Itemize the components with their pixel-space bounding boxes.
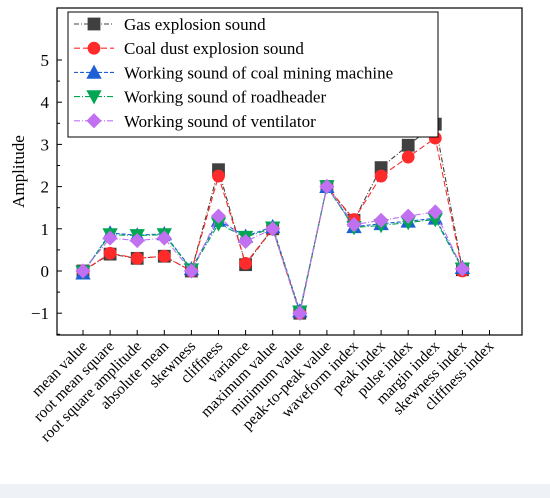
legend-item: Gas explosion sound xyxy=(74,15,266,34)
legend-label: Working sound of ventilator xyxy=(124,112,316,131)
data-point xyxy=(373,212,389,228)
y-tick-label: −1 xyxy=(31,304,49,323)
legend-label: Working sound of coal mining machine xyxy=(124,63,393,82)
y-axis: −1 0 1 2 3 4 5 xyxy=(31,51,62,335)
data-point xyxy=(130,251,144,265)
data-point xyxy=(265,221,281,237)
data-point xyxy=(87,17,101,31)
series-line xyxy=(82,185,463,314)
data-point xyxy=(427,204,443,220)
legend: Gas explosion sound Coal dust explosion s… xyxy=(67,11,439,138)
y-tick-label: 4 xyxy=(41,93,50,112)
legend-label: Coal dust explosion sound xyxy=(124,39,304,58)
series-line xyxy=(82,123,463,316)
data-point xyxy=(401,150,415,164)
data-point xyxy=(129,233,145,249)
data-point xyxy=(157,249,171,263)
data-point xyxy=(401,138,415,152)
data-point xyxy=(86,90,102,105)
data-point xyxy=(103,246,117,260)
data-point xyxy=(374,169,388,183)
legend-box xyxy=(67,11,439,138)
data-point xyxy=(292,305,308,321)
legend-item: Coal dust explosion sound xyxy=(74,39,304,58)
plot-frame xyxy=(56,7,523,336)
bottom-band xyxy=(0,484,550,498)
y-tick-label: 1 xyxy=(41,220,50,239)
y-axis-label: Amplitude xyxy=(9,135,28,208)
series xyxy=(75,179,470,321)
plot-border xyxy=(56,7,523,336)
legend-label: Working sound of roadheader xyxy=(124,88,326,107)
data-point xyxy=(86,113,102,129)
data-point xyxy=(212,169,225,183)
data-point xyxy=(239,257,253,270)
data-point xyxy=(87,41,101,55)
data-point xyxy=(75,263,91,279)
series-layer xyxy=(75,117,471,321)
data-point xyxy=(210,208,227,224)
y-tick-label: 0 xyxy=(41,262,50,281)
legend-item: Working sound of coal mining machine xyxy=(74,63,393,82)
y-tick-label: 3 xyxy=(41,135,50,154)
legend-label: Gas explosion sound xyxy=(124,15,266,34)
legend-item: Working sound of roadheader xyxy=(74,88,326,107)
data-point xyxy=(346,217,362,233)
data-point xyxy=(319,179,335,195)
y-tick-label: 5 xyxy=(41,51,50,70)
data-point xyxy=(238,233,254,250)
data-point xyxy=(156,230,172,246)
data-point xyxy=(102,230,118,246)
y-tick-label: 2 xyxy=(41,178,50,197)
data-point xyxy=(400,208,416,224)
data-point xyxy=(454,261,470,277)
data-point xyxy=(183,263,199,279)
data-point xyxy=(86,64,102,79)
legend-item: Working sound of ventilator xyxy=(74,112,316,131)
